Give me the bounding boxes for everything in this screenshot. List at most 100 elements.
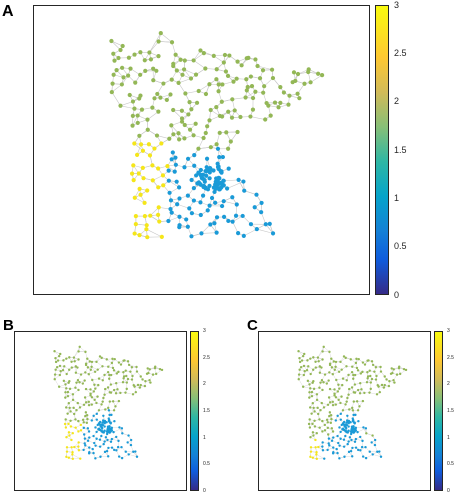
- graph-node: [337, 370, 341, 373]
- graph-node: [98, 438, 102, 441]
- graph-node: [315, 451, 318, 454]
- graph-node: [356, 448, 360, 452]
- graph-node: [133, 214, 138, 219]
- graph-node: [349, 421, 352, 424]
- graph-node: [64, 383, 67, 386]
- graph-node: [76, 401, 79, 405]
- graph-node: [332, 436, 335, 439]
- graph-edge: [59, 386, 67, 389]
- graph-node: [319, 409, 322, 412]
- graph-node: [217, 155, 222, 160]
- network-graph-a: [109, 30, 325, 240]
- graph-node: [303, 369, 306, 373]
- colorbar-tick-label: 2: [394, 96, 400, 107]
- graph-node: [220, 154, 225, 160]
- graph-edge: [243, 228, 257, 237]
- graph-node: [100, 434, 103, 438]
- graph-node: [99, 455, 102, 458]
- graph-node: [351, 455, 354, 458]
- graph-node: [111, 72, 116, 77]
- graph-node: [87, 403, 91, 407]
- graph-node: [136, 383, 140, 387]
- graph-node: [133, 385, 136, 388]
- graph-node: [217, 130, 222, 135]
- graph-node: [145, 235, 150, 240]
- graph-node: [167, 136, 172, 141]
- graph-node: [382, 386, 386, 389]
- graph-node: [150, 105, 155, 110]
- graph-node: [207, 82, 212, 87]
- graph-node: [93, 398, 96, 402]
- node-group: [109, 30, 325, 240]
- graph-node: [342, 438, 346, 441]
- graph-node: [313, 419, 316, 423]
- network-plot-a: [33, 5, 370, 295]
- graph-node: [349, 449, 353, 453]
- graph-node: [213, 200, 218, 205]
- graph-node: [173, 155, 178, 160]
- graph-node: [165, 164, 170, 169]
- graph-node: [109, 373, 113, 377]
- graph-node: [189, 177, 194, 183]
- graph-node: [235, 59, 240, 64]
- node-group: [297, 345, 408, 461]
- graph-node: [347, 429, 350, 432]
- graph-node: [177, 214, 182, 219]
- graph-node: [350, 438, 353, 442]
- graph-node: [376, 450, 379, 453]
- graph-edge: [149, 41, 159, 53]
- graph-node: [246, 55, 251, 60]
- graph-node: [248, 222, 254, 227]
- graph-node: [346, 442, 349, 446]
- graph-node: [347, 440, 350, 443]
- graph-node: [253, 89, 258, 94]
- graph-node: [112, 409, 116, 412]
- graph-node: [169, 77, 174, 82]
- graph-node: [354, 446, 358, 449]
- graph-edge: [111, 84, 123, 93]
- graph-node: [312, 434, 315, 437]
- graph-node: [354, 413, 357, 417]
- graph-node: [67, 381, 70, 384]
- graph-node: [180, 72, 185, 77]
- graph-node: [356, 369, 360, 372]
- graph-node: [104, 387, 107, 391]
- graph-node: [352, 413, 355, 417]
- graph-node: [166, 178, 171, 183]
- graph-node: [331, 372, 334, 376]
- graph-node: [53, 373, 57, 376]
- colorbar-tick-label: 3: [447, 328, 450, 334]
- graph-node: [109, 391, 113, 394]
- graph-node: [327, 437, 331, 440]
- graph-node: [348, 436, 352, 439]
- graph-node: [187, 127, 193, 132]
- graph-node: [196, 146, 201, 151]
- graph-node: [362, 426, 365, 429]
- graph-node: [327, 433, 330, 436]
- graph-node: [333, 368, 336, 371]
- graph-node: [74, 418, 77, 421]
- graph-node: [370, 377, 374, 381]
- graph-node: [351, 425, 354, 429]
- graph-node: [129, 370, 132, 373]
- graph-node: [122, 370, 125, 374]
- graph-node: [347, 373, 350, 377]
- graph-node: [328, 414, 331, 418]
- graph-node: [170, 150, 175, 155]
- graph-node: [235, 129, 240, 135]
- graph-node: [346, 414, 349, 417]
- graph-node: [81, 418, 85, 422]
- graph-node: [270, 75, 276, 81]
- graph-node: [158, 95, 163, 100]
- graph-node: [278, 85, 283, 90]
- graph-node: [127, 92, 132, 98]
- graph-node: [215, 146, 221, 151]
- edge-group: [111, 32, 323, 238]
- graph-node: [112, 58, 117, 63]
- graph-node: [369, 387, 372, 391]
- graph-node: [152, 96, 157, 101]
- graph-node: [233, 213, 239, 218]
- graph-node: [79, 373, 83, 376]
- graph-node: [54, 368, 57, 371]
- graph-node: [79, 457, 82, 460]
